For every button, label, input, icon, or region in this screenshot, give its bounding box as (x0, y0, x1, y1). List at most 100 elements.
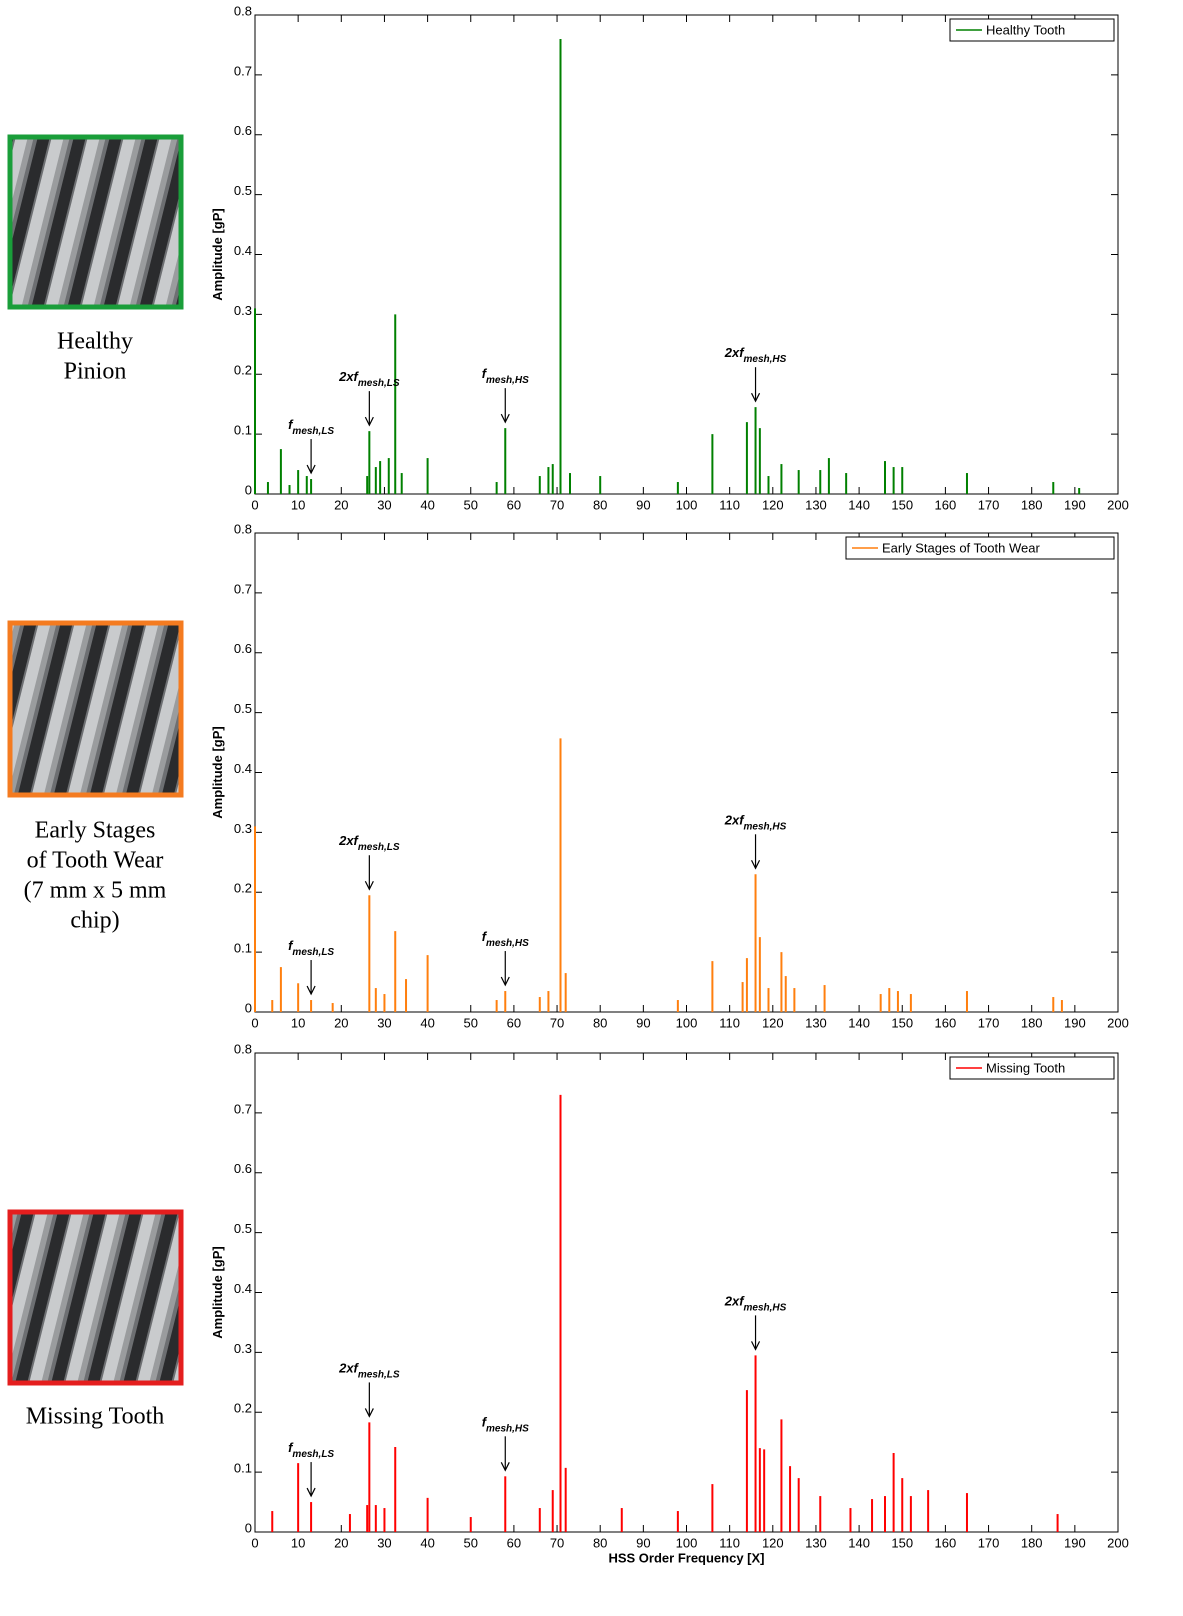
annotation-sub: mesh,HS (486, 375, 529, 386)
x-tick-label: 30 (377, 497, 391, 512)
x-tick-label: 80 (593, 1015, 607, 1030)
x-tick-label: 170 (978, 497, 1000, 512)
x-tick-label: 190 (1064, 1535, 1086, 1550)
annotation-text: 2xf (724, 345, 745, 360)
annotation-text: f (482, 929, 488, 944)
plot-area (254, 14, 1119, 495)
x-tick-label: 70 (550, 497, 564, 512)
y-tick-label: 0.1 (234, 1461, 252, 1476)
y-tick-label: 0.3 (234, 303, 252, 318)
gear-photo (7, 1209, 184, 1386)
arrow-head (306, 1487, 316, 1498)
arrow-head (500, 976, 510, 987)
x-tick-label: 40 (420, 1535, 434, 1550)
x-tick-label: 170 (978, 1015, 1000, 1030)
arrow-head (306, 464, 316, 475)
x-tick-label: 0 (251, 1535, 258, 1550)
annotation-label: fmesh,HS (482, 1414, 529, 1434)
legend-label: Early Stages of Tooth Wear (882, 540, 1040, 555)
x-tick-label: 50 (464, 1535, 478, 1550)
x-tick-label: 160 (935, 1535, 957, 1550)
caption: chip) (70, 908, 119, 934)
legend-label: Missing Tooth (986, 1060, 1065, 1075)
annotation-text: f (288, 417, 294, 432)
x-tick-label: 90 (636, 1535, 650, 1550)
x-tick-label: 90 (636, 1015, 650, 1030)
y-tick-label: 0.8 (234, 3, 252, 18)
annotation-sub: mesh,HS (486, 938, 529, 949)
y-axis-label: Amplitude [gP] (210, 208, 225, 300)
x-tick-label: 50 (464, 497, 478, 512)
x-tick-label: 130 (805, 1015, 827, 1030)
x-tick-label: 40 (420, 1015, 434, 1030)
x-tick-label: 160 (935, 1015, 957, 1030)
gear-photo (7, 134, 184, 310)
caption: Healthy (57, 329, 133, 355)
x-tick-label: 20 (334, 1015, 348, 1030)
x-tick-label: 110 (719, 1535, 740, 1550)
x-tick-label: 130 (805, 1535, 827, 1550)
y-tick-label: 0.7 (234, 1101, 252, 1116)
y-tick-label: 0.2 (234, 363, 252, 378)
caption: Pinion (64, 359, 127, 385)
annotation-label: fmesh,HS (482, 929, 529, 949)
annotation-text: 2xf (724, 1293, 745, 1308)
y-tick-label: 0 (245, 482, 252, 497)
annotation-text: 2xf (338, 369, 359, 384)
y-tick-label: 0 (245, 1520, 252, 1535)
x-tick-label: 90 (636, 497, 650, 512)
y-tick-label: 0.6 (234, 123, 252, 138)
x-tick-label: 100 (676, 1015, 698, 1030)
x-tick-label: 120 (762, 1015, 784, 1030)
y-tick-label: 0.7 (234, 581, 252, 596)
x-tick-label: 180 (1021, 1535, 1043, 1550)
y-tick-label: 0.5 (234, 183, 252, 198)
x-tick-label: 0 (251, 1015, 258, 1030)
arrow-head (751, 860, 761, 870)
x-tick-label: 200 (1107, 1015, 1129, 1030)
y-tick-label: 0.8 (234, 1041, 252, 1056)
annotation-label: 2xfmesh,LS (338, 369, 400, 389)
x-tick-label: 120 (762, 1535, 784, 1550)
y-tick-label: 0.2 (234, 1401, 252, 1416)
annotation-label: 2xfmesh,HS (724, 1293, 787, 1313)
x-tick-label: 40 (420, 497, 434, 512)
arrow-head (306, 985, 316, 996)
gear-photo (7, 620, 184, 798)
x-tick-label: 140 (848, 497, 870, 512)
annotation-sub: mesh,HS (744, 1302, 787, 1313)
arrow-head (364, 880, 374, 891)
x-tick-label: 110 (719, 1015, 740, 1030)
y-tick-label: 0.3 (234, 1341, 252, 1356)
annotation-text: 2xf (724, 812, 745, 827)
x-tick-label: 150 (891, 497, 913, 512)
y-tick-label: 0.5 (234, 701, 252, 716)
x-tick-label: 140 (848, 1535, 870, 1550)
x-tick-label: 190 (1064, 1015, 1086, 1030)
x-tick-label: 180 (1021, 1015, 1043, 1030)
x-tick-label: 50 (464, 1015, 478, 1030)
annotation-label: fmesh,HS (482, 366, 529, 386)
x-tick-label: 180 (1021, 497, 1043, 512)
legend-box (845, 536, 1115, 560)
legend-box (949, 18, 1115, 42)
caption: Missing Tooth (26, 1404, 165, 1430)
annotation-label: 2xfmesh,HS (724, 345, 787, 365)
y-tick-label: 0.4 (234, 761, 252, 776)
y-tick-label: 0.2 (234, 881, 252, 896)
annotation-sub: mesh,LS (358, 1369, 400, 1380)
arrow-head (500, 413, 510, 424)
annotation-label: 2xfmesh,LS (338, 1360, 400, 1380)
x-tick-label: 60 (507, 497, 521, 512)
plot-area (254, 532, 1119, 1013)
caption: Early Stages (35, 818, 156, 844)
arrow-head (364, 416, 374, 427)
x-tick-label: 200 (1107, 497, 1129, 512)
x-tick-label: 110 (719, 497, 740, 512)
y-tick-label: 0.8 (234, 521, 252, 536)
arrow-head (364, 1408, 374, 1418)
y-tick-label: 0.4 (234, 1281, 252, 1296)
x-tick-label: 30 (377, 1015, 391, 1030)
x-tick-label: 160 (935, 497, 957, 512)
y-tick-label: 0.6 (234, 641, 252, 656)
